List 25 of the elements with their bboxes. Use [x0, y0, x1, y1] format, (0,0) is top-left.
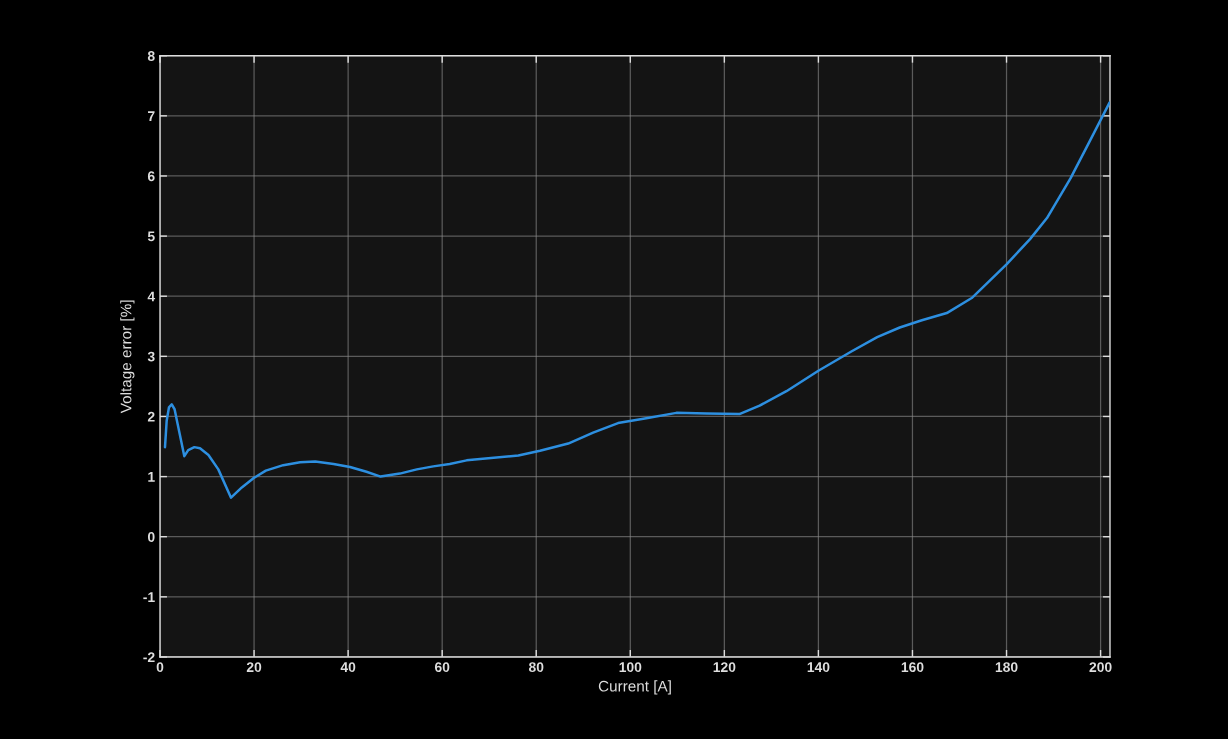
y-tick-label: 0: [147, 532, 155, 542]
x-tick-label: 200: [1089, 662, 1112, 673]
y-tick-label: 1: [148, 472, 155, 482]
x-axis-title: Current [A]: [598, 680, 671, 695]
x-tick-label: 160: [901, 662, 924, 673]
y-tick-label: 4: [147, 291, 156, 302]
y-tick-label: 2: [147, 411, 155, 422]
y-tick-label: 7: [148, 111, 155, 121]
x-tick-label: 0: [156, 662, 164, 673]
x-tick-label: 80: [528, 662, 544, 673]
x-tick-label: 20: [246, 662, 262, 673]
x-tick-label: 180: [995, 662, 1018, 673]
y-tick-label: 5: [147, 231, 155, 242]
y-tick-label: -2: [143, 652, 155, 662]
y-tick-label: 3: [147, 351, 155, 362]
y-tick-label: 6: [147, 171, 155, 182]
x-tick-label: 40: [340, 662, 356, 673]
x-tick-label: 60: [434, 662, 450, 673]
x-tick-label: 100: [619, 662, 642, 673]
line-series: [163, 101, 1110, 499]
y-axis-title: Voltage error [%]: [120, 300, 135, 414]
y-tick-label: 8: [147, 51, 155, 61]
y-tick-label: -1: [143, 592, 155, 602]
x-tick-label: 120: [713, 662, 736, 673]
x-tick-label: 140: [807, 662, 830, 673]
